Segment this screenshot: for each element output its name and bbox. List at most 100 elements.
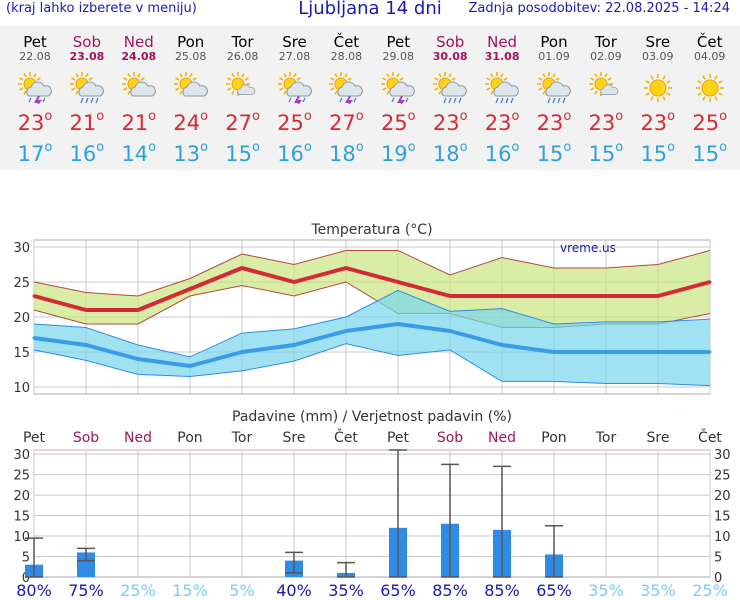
y-tick-label: 20 xyxy=(13,489,30,504)
day-column[interactable]: Čet 04.09 25o 15o xyxy=(684,26,736,166)
location-hint[interactable]: (kraj lahko izberete v meniju) xyxy=(6,1,197,16)
sun-cloud-icon xyxy=(121,72,157,104)
degree-symbol: o xyxy=(615,109,624,124)
min-temperature: 18o xyxy=(329,140,364,166)
max-temperature: 25o xyxy=(380,109,416,135)
max-temperature: 24o xyxy=(173,109,209,135)
day-column[interactable]: Pon 25.08 24o 13o xyxy=(165,26,217,166)
sun-cloud-rain-icon xyxy=(536,72,572,104)
min-temperature: 13o xyxy=(173,140,209,166)
day-date: 26.08 xyxy=(226,50,259,63)
min-range-band-lower-edge xyxy=(33,343,711,387)
precipitation-chart: Padavine (mm) / Verjetnost padavin (%) Pe… xyxy=(13,409,731,600)
degree-symbol: o xyxy=(200,140,209,155)
y-tick-label: 20 xyxy=(13,311,30,326)
y-tick-label: 5 xyxy=(22,551,30,566)
day-column[interactable]: Čet 28.08 27o 18o xyxy=(320,26,372,166)
degree-symbol: o xyxy=(511,109,520,124)
day-date: 24.08 xyxy=(121,50,157,63)
probability-label: 35% xyxy=(328,581,364,600)
plot-area xyxy=(33,449,711,578)
day-column[interactable]: Sob 23.08 21o 16o xyxy=(61,26,113,166)
min-temperature: 16o xyxy=(277,140,312,166)
x-tick-label: Ned xyxy=(488,430,516,446)
degree-symbol: o xyxy=(96,109,105,124)
sun-cloud-rain-icon xyxy=(432,72,468,104)
day-column[interactable]: Pet 22.08 23o 17o xyxy=(9,26,61,166)
day-column[interactable]: Sre 27.08 25o 16o xyxy=(269,26,321,166)
min-range-band-upper-edge xyxy=(33,289,711,358)
day-column[interactable]: Tor 26.08 27o 15o xyxy=(217,26,269,166)
day-column[interactable]: Sre 03.09 23o 15o xyxy=(632,26,684,166)
day-column[interactable]: Ned 24.08 21o 14o xyxy=(113,26,165,166)
day-date: 23.08 xyxy=(69,50,105,63)
probability-label: 75% xyxy=(68,581,104,600)
min-temperature-line-point xyxy=(500,343,504,347)
day-name: Pon xyxy=(540,33,568,51)
day-column[interactable]: Pon 01.09 23o 15o xyxy=(528,26,580,166)
x-tick-label: Sob xyxy=(437,430,463,446)
degree-symbol: o xyxy=(407,140,416,155)
max-temperature-line-point xyxy=(500,294,504,298)
degree-symbol: o xyxy=(355,140,364,155)
x-tick-label: Pon xyxy=(541,430,566,446)
degree-symbol: o xyxy=(148,109,157,124)
max-temperature-line-point xyxy=(448,294,452,298)
day-date: 25.08 xyxy=(174,50,207,63)
max-temperature: 25o xyxy=(277,109,312,135)
min-temperature-line-point xyxy=(240,350,244,354)
day-column[interactable]: Tor 02.09 23o 15o xyxy=(580,26,632,166)
min-temperature-line-point xyxy=(344,329,348,333)
max-temperature-line-point xyxy=(32,294,36,298)
sun-cloud-thunder-icon xyxy=(277,72,313,109)
degree-symbol: o xyxy=(251,140,260,155)
day-date: 27.08 xyxy=(278,50,311,63)
degree-symbol: o xyxy=(200,109,209,124)
day-column[interactable]: Sob 30.08 23o 18o xyxy=(424,26,476,166)
min-temperature: 15o xyxy=(536,140,572,166)
day-date: 31.08 xyxy=(484,50,520,63)
day-column[interactable]: Pet 29.08 25o 19o xyxy=(372,26,424,166)
sun-cloud-thunder-icon xyxy=(328,72,364,109)
y-tick-label: 10 xyxy=(13,530,30,545)
degree-symbol: o xyxy=(719,140,728,155)
chart-title: Temperatura (°C) xyxy=(310,222,432,238)
y-tick-label-right: 0 xyxy=(714,571,722,586)
min-temperature-line-point xyxy=(188,364,192,368)
chart-title: Padavine (mm) / Verjetnost padavin (%) xyxy=(232,409,512,425)
min-temperature-line-point xyxy=(552,350,556,354)
max-temperature: 25o xyxy=(692,109,728,135)
probability-label: 80% xyxy=(16,581,52,600)
degree-symbol: o xyxy=(511,140,520,155)
day-column[interactable]: Ned 31.08 23o 16o xyxy=(476,26,528,166)
day-date: 03.09 xyxy=(642,50,674,63)
x-tick-label: Pet xyxy=(387,430,410,446)
sun-cloud-thunder-icon xyxy=(17,72,53,109)
degree-symbol: o xyxy=(44,109,53,124)
max-temperature: 23o xyxy=(484,109,520,135)
x-tick-label: Tor xyxy=(595,430,617,446)
max-range-band-upper-edge xyxy=(33,250,711,297)
probability-label: 40% xyxy=(276,581,312,600)
watermark: vreme.us xyxy=(560,241,616,255)
min-temperature-line-point xyxy=(396,322,400,326)
day-name: Sob xyxy=(72,33,101,51)
max-range-band xyxy=(34,250,710,328)
max-temperature-line-point xyxy=(396,280,400,284)
y-tick-label: 30 xyxy=(13,448,30,463)
day-name: Ned xyxy=(487,33,518,51)
sun-cloud-icon xyxy=(173,72,209,104)
max-temperature-line-point xyxy=(188,287,192,291)
max-temperature: 27o xyxy=(225,109,260,135)
temperature-chart: 10 15 20 25 30 Temperatura (°C) vreme.us xyxy=(13,222,712,396)
y-tick-label-right: 25 xyxy=(714,469,731,484)
min-temperature-line-point xyxy=(604,350,608,354)
min-temperature-line-point xyxy=(32,336,36,340)
day-date: 04.09 xyxy=(693,50,726,63)
sun-cloud-rain-icon xyxy=(69,72,105,104)
sun-small-cloud-icon xyxy=(225,72,261,104)
max-temperature-line-point xyxy=(84,308,88,312)
y-tick-label-right: 30 xyxy=(714,448,731,463)
min-temperature: 17o xyxy=(17,140,53,166)
degree-symbol: o xyxy=(303,140,312,155)
